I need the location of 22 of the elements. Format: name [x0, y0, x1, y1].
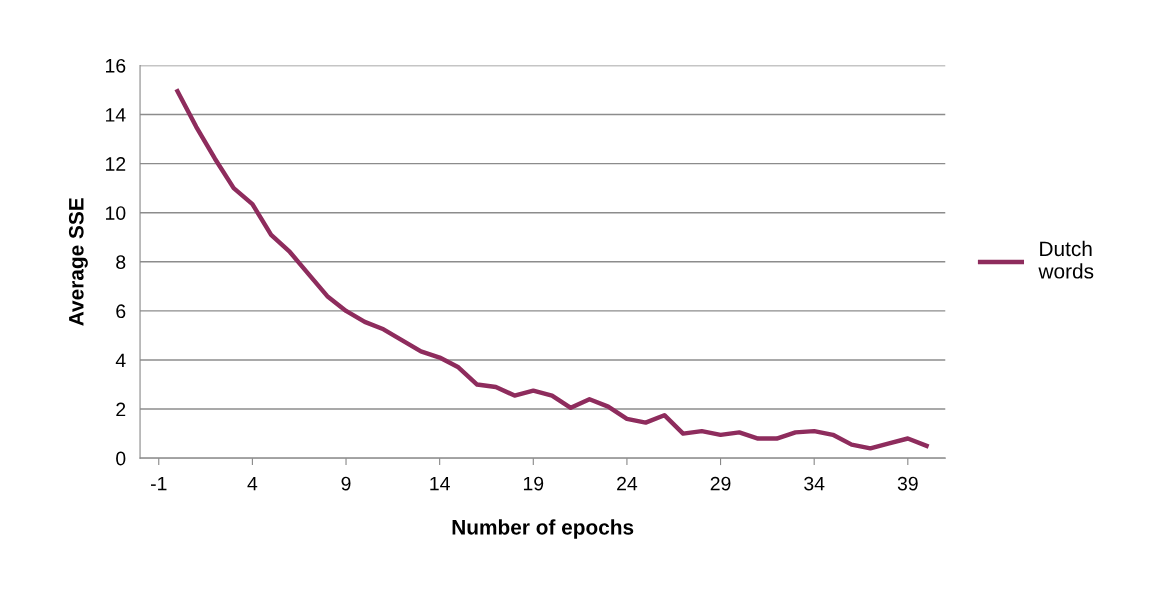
legend-label: Dutch words — [1038, 240, 1094, 279]
x-axis-title: Number of epochs — [452, 519, 634, 539]
x-tick-label: -1 — [150, 476, 167, 491]
y-tick-label: 6 — [116, 304, 126, 319]
x-tick-label: 34 — [804, 476, 825, 491]
y-tick-label: 4 — [115, 353, 126, 368]
y-tick-label: 16 — [106, 58, 126, 73]
line-series — [175, 89, 929, 451]
y-tick-label: 8 — [116, 255, 126, 270]
x-tick-label: 29 — [710, 476, 731, 491]
y-tick-label: 10 — [106, 206, 126, 220]
x-tick-label: 4 — [247, 476, 258, 491]
x-tick-label: 14 — [430, 476, 450, 491]
x-tick-label: 9 — [341, 476, 351, 491]
x-tick-label: 19 — [523, 476, 544, 491]
x-tick-label: 39 — [897, 476, 918, 491]
y-tick-label: 12 — [106, 157, 126, 171]
x-tick-label: 24 — [617, 476, 638, 491]
y-axis-title: Average SSE — [68, 198, 88, 326]
y-tick-label: 0 — [116, 451, 126, 466]
y-tick-label: 2 — [116, 402, 126, 417]
y-tick-label: 14 — [106, 108, 126, 122]
